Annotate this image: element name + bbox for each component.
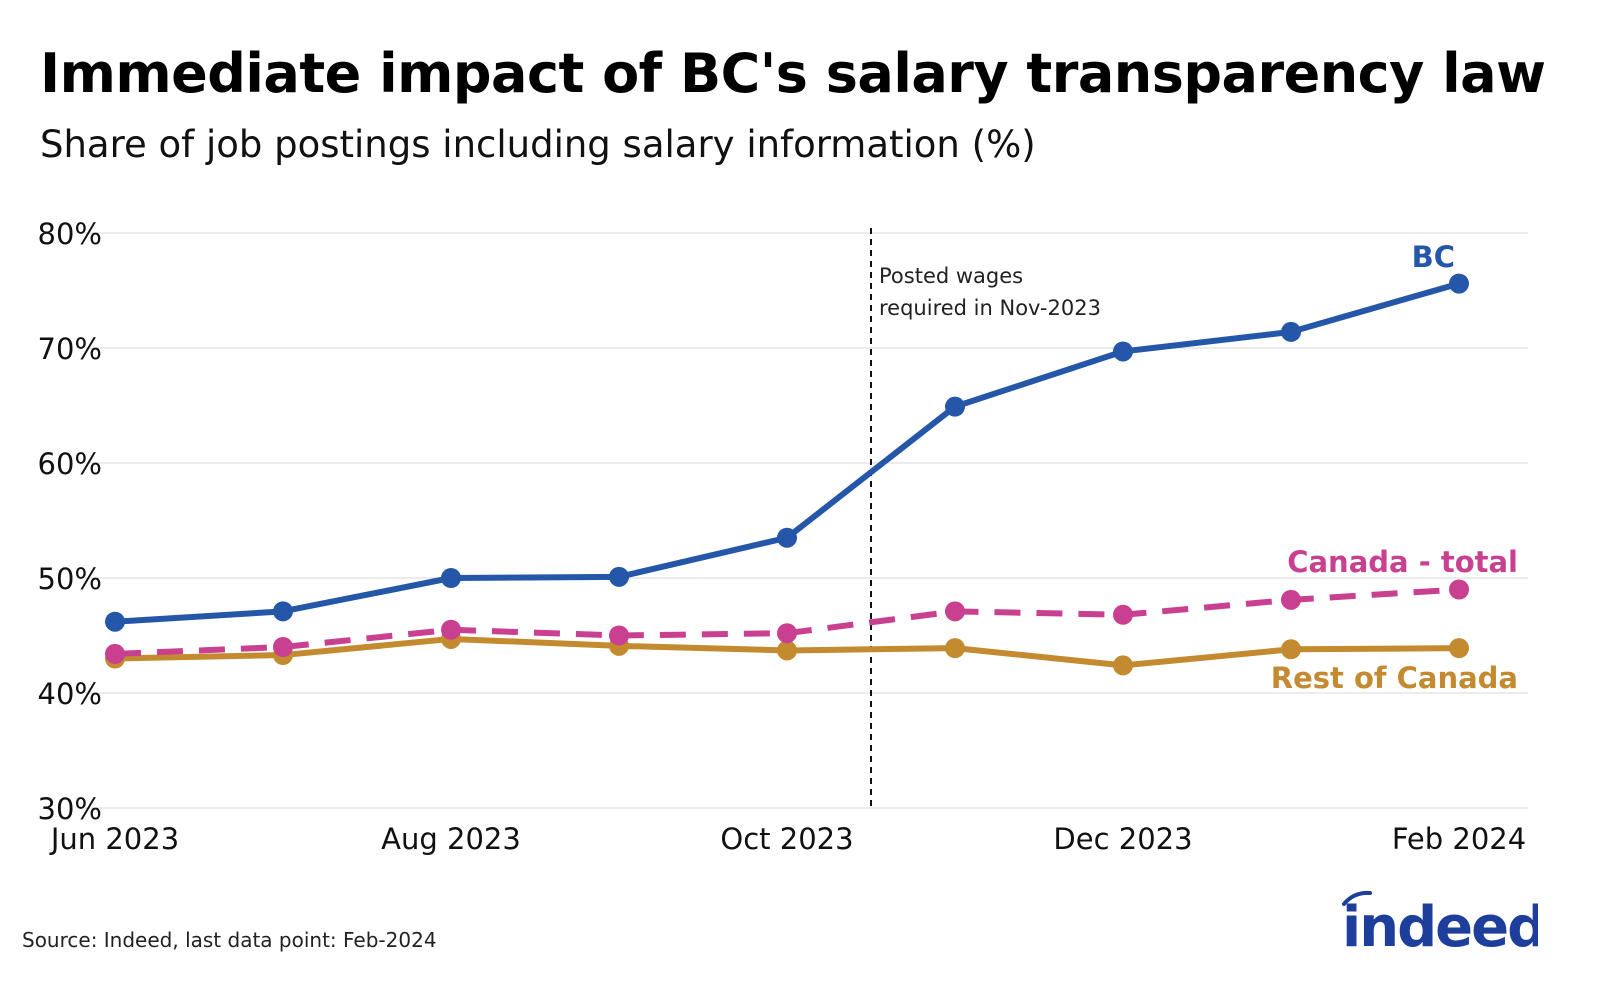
data-point [777,623,797,644]
line-chart: 30% 40% 50% 60% 70% 80% Jun 2023 Aug 2023 Oct 20… [38,217,1528,856]
series-label: Rest of Canada [1271,661,1518,695]
chart-title: Immediate impact of BC's salary transpar… [40,42,1546,105]
annotation-text: Posted wages [879,264,1023,288]
x-tick-label: Feb 2024 [1392,822,1526,856]
data-point [609,625,629,646]
data-point [441,568,461,588]
y-tick-label: 50% [38,562,102,596]
data-point [105,611,125,632]
x-tick-label: Jun 2023 [49,822,179,856]
svg-text:indeed: indeed [1342,895,1538,950]
x-tick-label: Oct 2023 [720,822,853,856]
source-note: Source: Indeed, last data point: Feb-202… [22,928,437,952]
data-point [273,601,293,622]
series-label: Canada - total [1287,545,1518,579]
y-tick-label: 80% [38,217,102,251]
x-tick-label: Aug 2023 [381,822,521,856]
data-point [1113,604,1133,625]
y-tick-label: 40% [38,677,102,711]
data-point [777,527,797,548]
x-tick-label: Dec 2023 [1053,822,1192,856]
data-point [105,643,125,664]
annotation-text: required in Nov-2023 [879,296,1101,320]
data-point [777,640,797,661]
data-point [273,637,293,657]
data-point [945,601,965,622]
data-point [945,638,965,659]
series-label: BC [1412,240,1455,274]
data-point [441,619,461,640]
indeed-logo: indeed [1342,890,1538,950]
y-tick-label: 60% [38,447,102,481]
chart-subtitle: Share of job postings including salary i… [40,123,1036,166]
data-point [1281,321,1301,342]
y-tick-label: 30% [38,792,102,826]
data-point [1449,273,1469,294]
data-point [1281,639,1301,660]
data-point [1449,638,1469,659]
data-point [1113,341,1133,362]
data-point [1281,589,1301,610]
series-line-bc [114,280,1460,625]
data-point [945,396,965,417]
data-point [1449,579,1469,600]
y-tick-label: 70% [38,332,102,366]
data-point [609,566,629,587]
data-point [1113,655,1133,676]
